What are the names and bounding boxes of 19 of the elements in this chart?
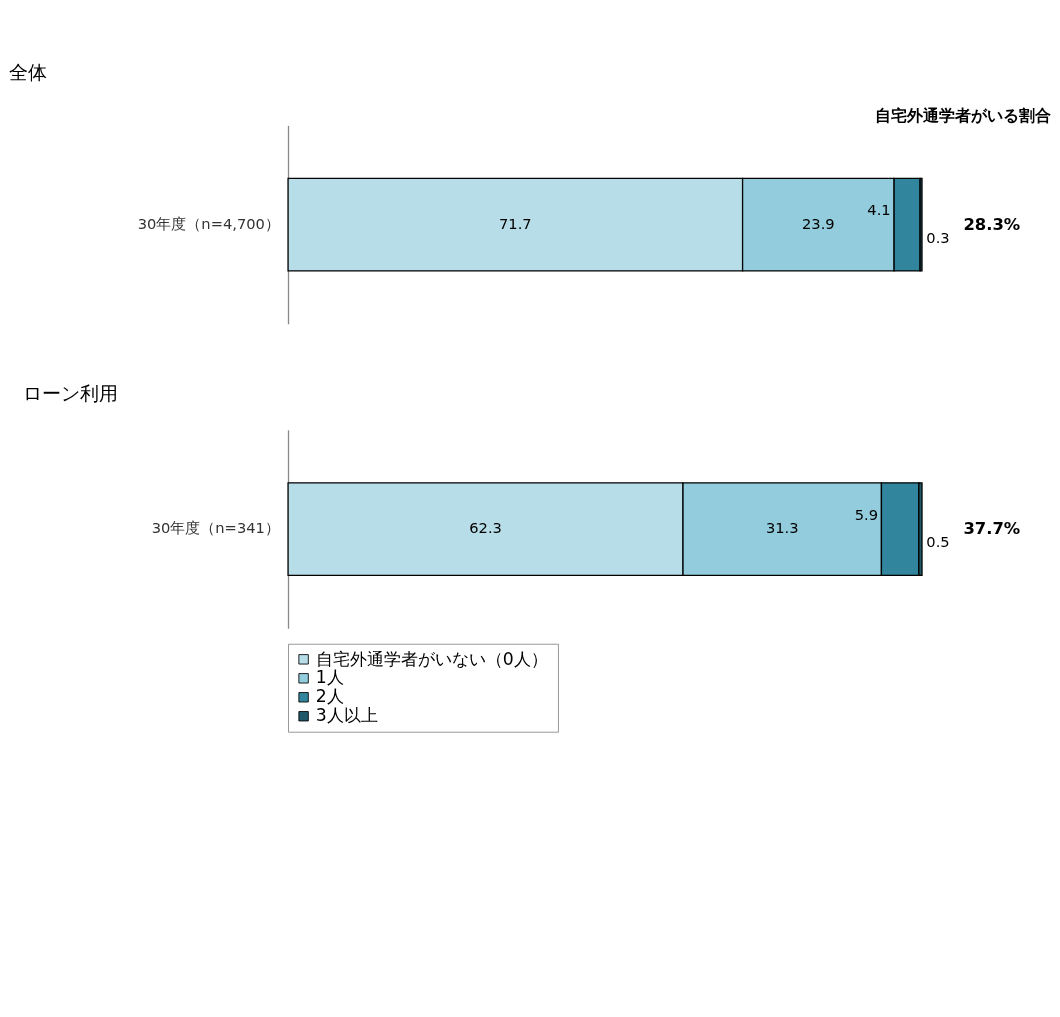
text: 自宅外通学者がいる割合 [875, 106, 1052, 126]
data-label: 31.3 [765, 519, 799, 537]
legend-label: 3人以上 [315, 705, 378, 726]
legend-label: 1人 [315, 667, 344, 688]
text: 全体 [9, 60, 48, 83]
y-tick-label: 30年度（n=4,700） [137, 214, 280, 232]
data-label: 71.7 [499, 214, 532, 232]
legend-label: 自宅外通学者がいない（0人） [315, 648, 548, 669]
data-label: 62.3 [469, 519, 502, 537]
data-label: 0.3 [926, 228, 950, 246]
data-label: 23.9 [802, 214, 835, 232]
text: 37.7% [963, 519, 1021, 539]
data-label: 4.1 [867, 201, 891, 219]
text: 28.3% [963, 214, 1021, 234]
text: ローン利用 [23, 381, 119, 404]
y-tick-label: 30年度（n=341） [151, 519, 280, 537]
data-label: 5.9 [854, 505, 878, 523]
legend-label: 2人 [315, 686, 344, 707]
data-label: 0.5 [926, 533, 950, 551]
